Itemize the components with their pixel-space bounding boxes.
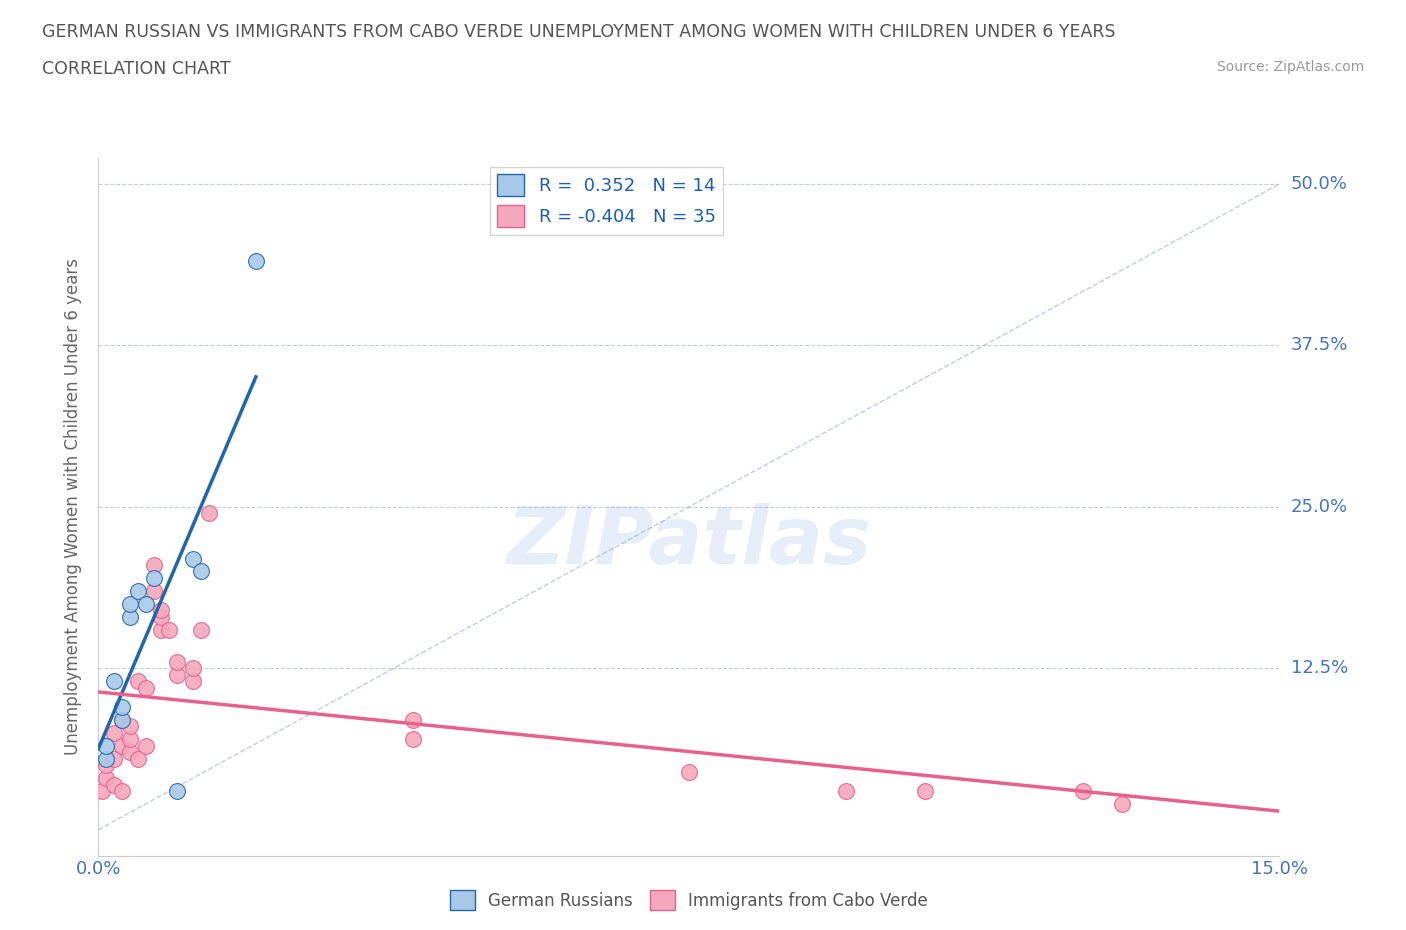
Point [96, 751, 118, 766]
Point [181, 673, 204, 688]
Point [96, 771, 118, 786]
Point [402, 712, 425, 727]
Point [118, 609, 141, 624]
Point [135, 738, 157, 753]
Point [166, 784, 188, 799]
Point [96, 738, 118, 753]
Point [127, 673, 149, 688]
Point [181, 661, 204, 676]
Point [402, 732, 425, 747]
Point [118, 732, 141, 747]
Point [150, 622, 173, 637]
Point [135, 680, 157, 695]
Point [166, 668, 188, 683]
Point [103, 751, 125, 766]
Point [197, 506, 219, 521]
Point [118, 719, 141, 734]
Text: 25.0%: 25.0% [1291, 498, 1348, 516]
Point [142, 583, 165, 598]
Point [142, 570, 165, 585]
Point [150, 609, 173, 624]
Point [181, 551, 204, 566]
Point [103, 777, 125, 792]
Legend: German Russians, Immigrants from Cabo Verde: German Russians, Immigrants from Cabo Ve… [443, 884, 935, 917]
Point [118, 596, 141, 611]
Y-axis label: Unemployment Among Women with Children Under 6 years: Unemployment Among Women with Children U… [65, 259, 83, 755]
Point [103, 673, 125, 688]
Point [103, 725, 125, 740]
Point [91, 784, 114, 799]
Text: 37.5%: 37.5% [1291, 337, 1348, 354]
Point [914, 784, 936, 799]
Text: ZIPatlas: ZIPatlas [506, 503, 872, 580]
Text: CORRELATION CHART: CORRELATION CHART [42, 60, 231, 78]
Point [142, 558, 165, 573]
Point [127, 583, 149, 598]
Point [111, 738, 134, 753]
Point [111, 784, 134, 799]
Point [111, 712, 134, 727]
Point [245, 254, 267, 269]
Point [835, 784, 858, 799]
Point [1071, 784, 1094, 799]
Point [118, 745, 141, 760]
Text: 12.5%: 12.5% [1291, 659, 1348, 677]
Point [96, 758, 118, 773]
Point [157, 622, 180, 637]
Text: GERMAN RUSSIAN VS IMMIGRANTS FROM CABO VERDE UNEMPLOYMENT AMONG WOMEN WITH CHILD: GERMAN RUSSIAN VS IMMIGRANTS FROM CABO V… [42, 23, 1116, 41]
Point [166, 655, 188, 670]
Point [190, 622, 212, 637]
Point [1111, 796, 1133, 811]
Point [678, 764, 700, 779]
Point [127, 751, 149, 766]
Point [111, 699, 134, 714]
Point [150, 603, 173, 618]
Text: Source: ZipAtlas.com: Source: ZipAtlas.com [1216, 60, 1364, 74]
Point [111, 712, 134, 727]
Point [190, 564, 212, 578]
Point [135, 596, 157, 611]
Text: 50.0%: 50.0% [1291, 175, 1347, 193]
